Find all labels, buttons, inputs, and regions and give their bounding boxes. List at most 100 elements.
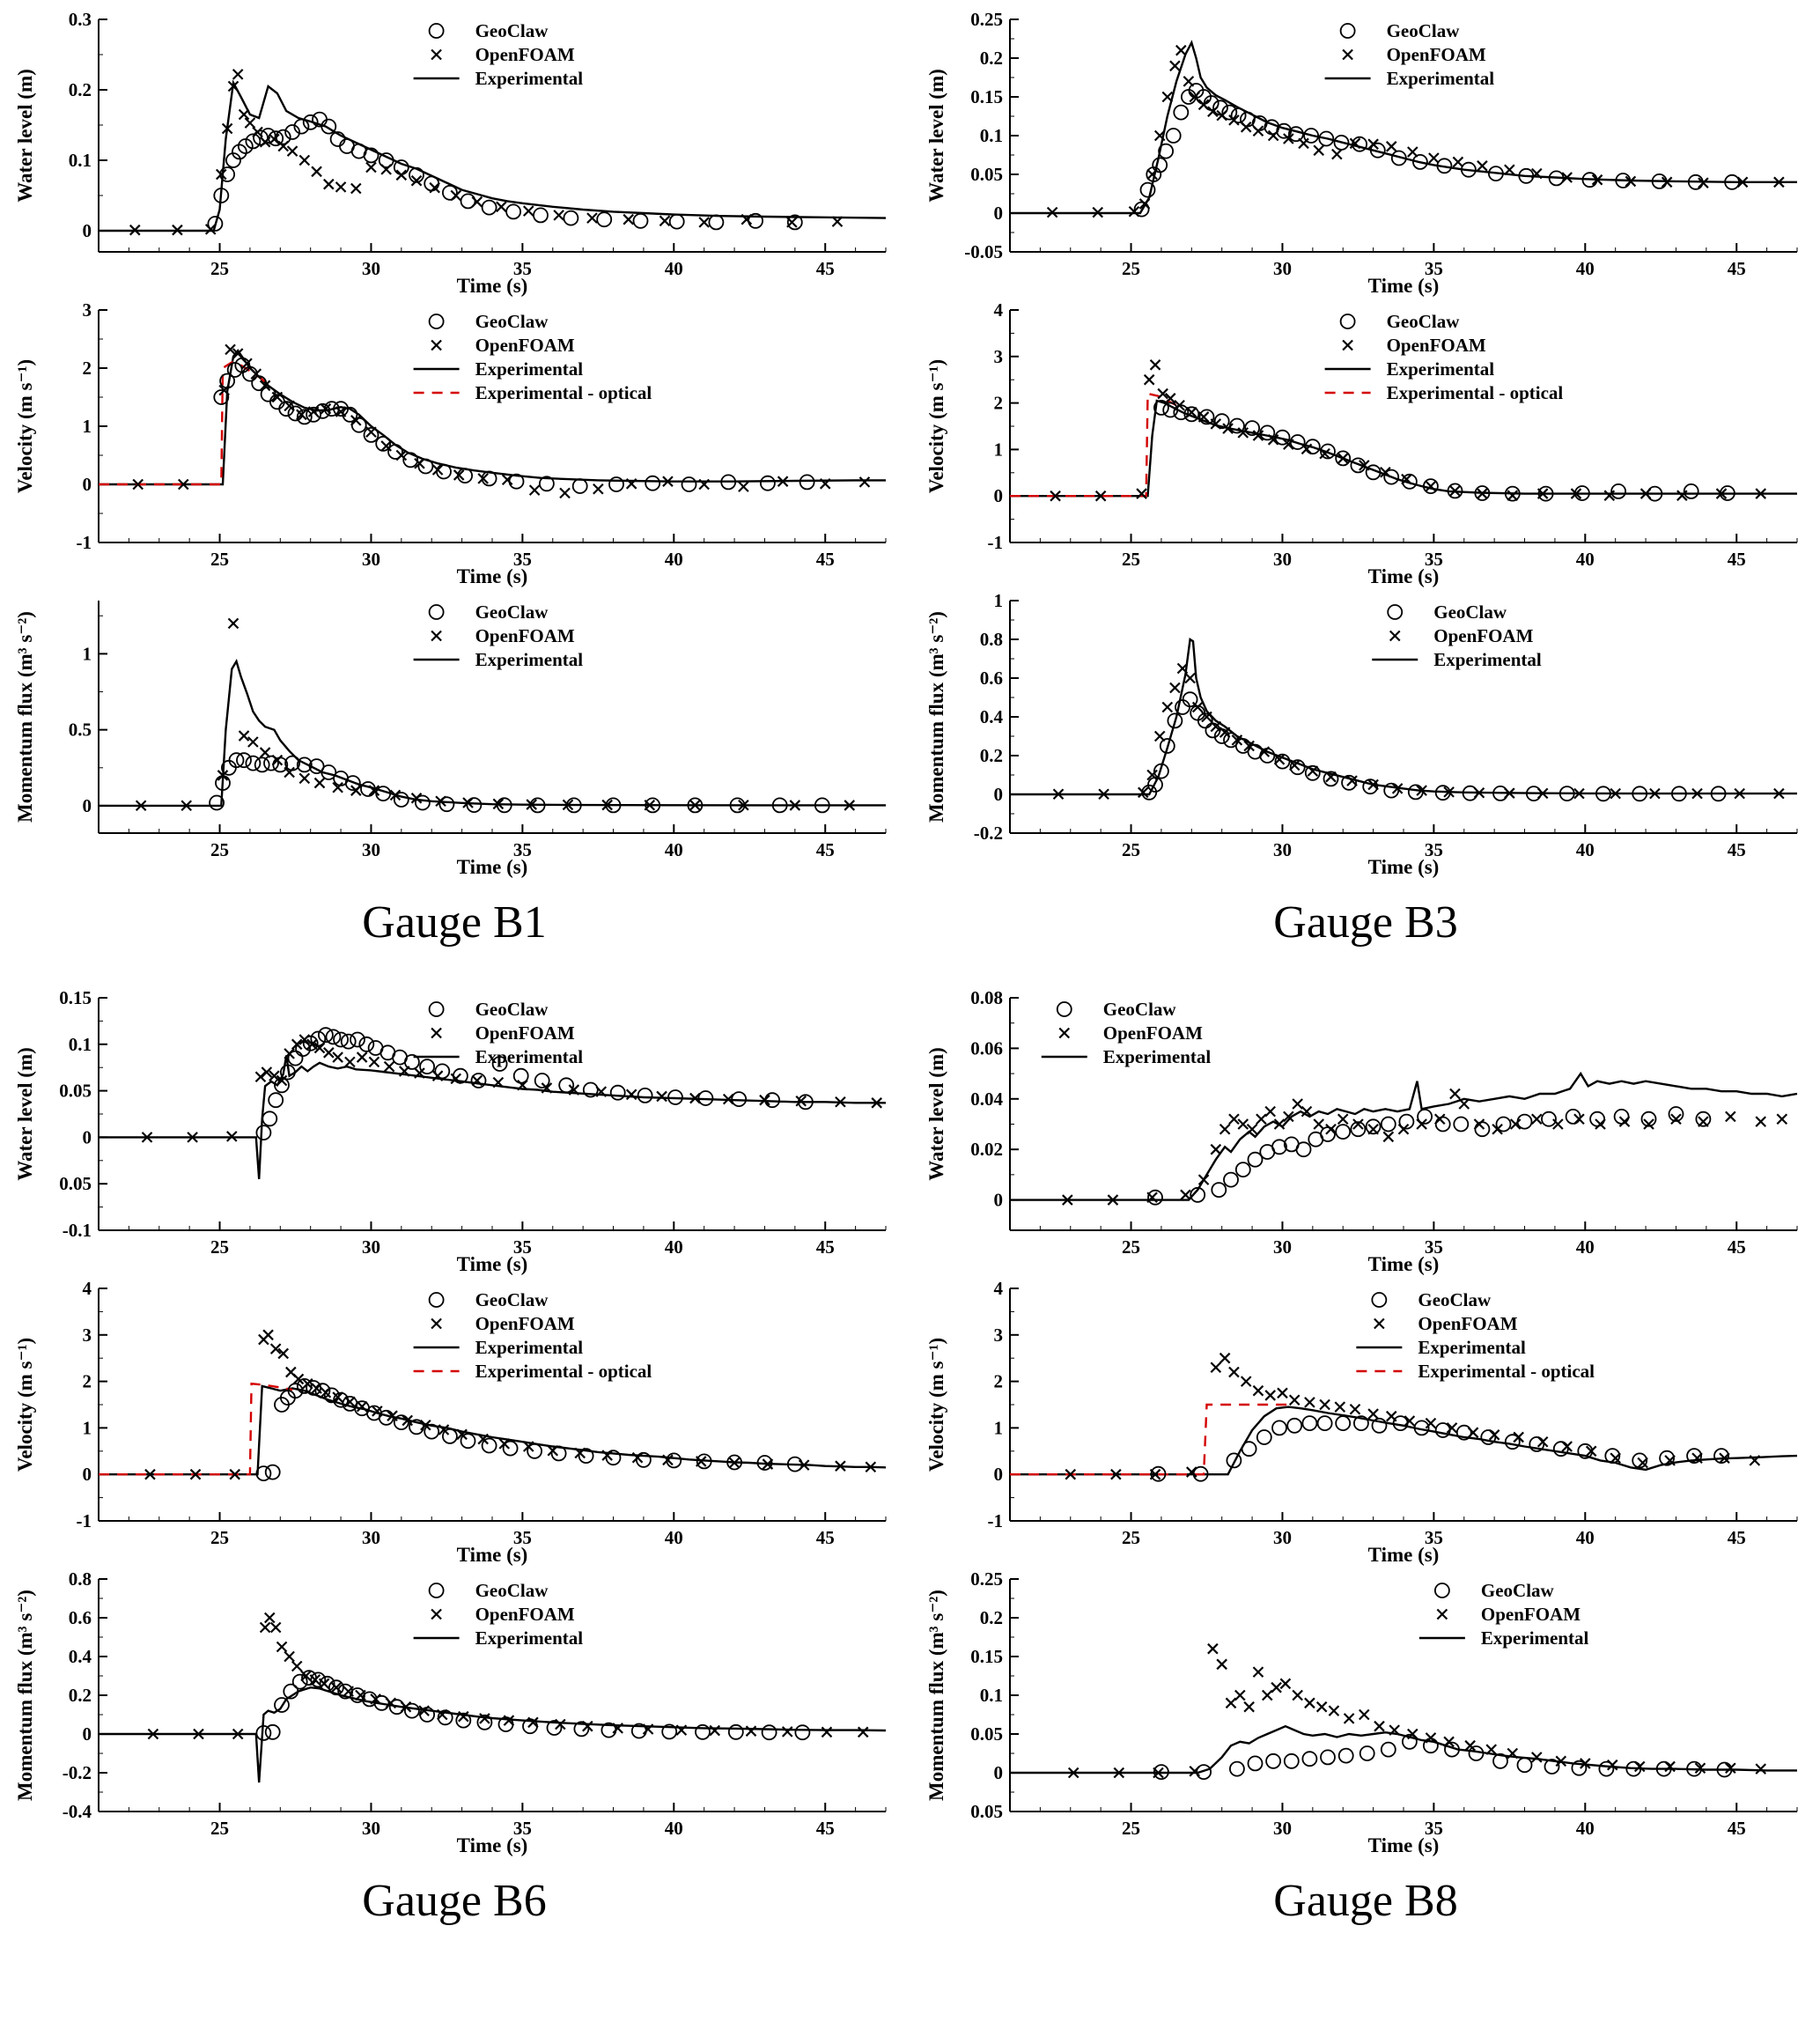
svg-text:25: 25 [1122, 839, 1140, 860]
svg-text:40: 40 [1576, 1527, 1595, 1548]
svg-text:Time (s): Time (s) [1368, 1834, 1440, 1856]
svg-text:1: 1 [994, 439, 1004, 460]
svg-text:30: 30 [362, 839, 380, 860]
svg-text:OpenFOAM: OpenFOAM [1387, 335, 1486, 356]
svg-text:30: 30 [1273, 1236, 1292, 1258]
gauge-b3-panel: 25 30 35 40 45 Time (s) -0.05 0 0.05 0.1 0.15 0.2 0.… [922, 9, 1809, 948]
svg-text:30: 30 [362, 549, 380, 570]
svg-text:OpenFOAM: OpenFOAM [1433, 625, 1533, 646]
svg-text:Momentum flux (m³ s⁻²): Momentum flux (m³ s⁻²) [925, 1590, 947, 1801]
chart-svg-b8-momentum-flux: 25 30 35 40 45 Time (s) 0.05 0 0.05 0.1 0.15 0.2 0.2… [925, 1568, 1798, 1856]
gauge-b3-caption: Gauge B3 [1273, 897, 1458, 948]
svg-text:40: 40 [1576, 839, 1595, 860]
svg-text:0.05: 0.05 [970, 1723, 1003, 1745]
svg-text:0.15: 0.15 [970, 1646, 1003, 1667]
svg-text:0.4: 0.4 [69, 1646, 92, 1667]
svg-text:Water level (m): Water level (m) [925, 1047, 947, 1181]
svg-text:GeoClaw: GeoClaw [475, 311, 549, 332]
svg-text:Water level (m): Water level (m) [925, 69, 947, 203]
svg-text:Experimental: Experimental [475, 1627, 584, 1649]
svg-text:-0.05: -0.05 [964, 241, 1003, 262]
chart-svg-b1-water-level: 25 30 35 40 45 Time (s) 0 0.1 0.2 0.3 Water level … [14, 9, 887, 297]
svg-text:40: 40 [665, 1527, 683, 1548]
svg-text:1: 1 [83, 416, 92, 437]
svg-text:Time (s): Time (s) [1368, 275, 1440, 297]
svg-text:Experimental: Experimental [475, 649, 584, 670]
svg-text:25: 25 [210, 258, 229, 279]
chart-svg-b1-velocity: 25 30 35 40 45 Time (s) -1 0 1 2 3 Velocity (m s⁻¹)… [14, 299, 887, 587]
svg-text:35: 35 [513, 839, 532, 860]
chart-svg-b6-water-level: 25 30 35 40 45 Time (s) -0.1 0.05 0 0.05 0.1 0.15 Wa… [14, 987, 887, 1275]
svg-text:-0.2: -0.2 [63, 1762, 92, 1783]
svg-text:Experimental: Experimental [475, 358, 584, 380]
svg-text:45: 45 [816, 549, 835, 570]
svg-text:0.08: 0.08 [970, 989, 1003, 1008]
svg-text:Experimental: Experimental [1418, 1337, 1526, 1358]
svg-text:35: 35 [513, 1818, 532, 1839]
svg-text:OpenFOAM: OpenFOAM [475, 1022, 575, 1044]
svg-text:25: 25 [210, 1236, 229, 1258]
svg-text:45: 45 [1728, 549, 1746, 570]
svg-text:40: 40 [1576, 1236, 1595, 1258]
svg-text:GeoClaw: GeoClaw [475, 20, 549, 41]
svg-text:40: 40 [665, 1818, 683, 1839]
svg-text:40: 40 [665, 839, 683, 860]
svg-text:2: 2 [994, 1371, 1004, 1392]
svg-text:Water level (m): Water level (m) [14, 69, 36, 203]
svg-text:30: 30 [362, 1236, 380, 1258]
svg-text:45: 45 [1728, 1527, 1746, 1548]
svg-text:1: 1 [83, 1417, 92, 1438]
svg-text:3: 3 [994, 346, 1004, 367]
svg-text:OpenFOAM: OpenFOAM [475, 335, 575, 356]
svg-text:GeoClaw: GeoClaw [1481, 1580, 1555, 1601]
svg-text:35: 35 [1425, 839, 1443, 860]
chart-b3-velocity: 25 30 35 40 45 Time (s) -1 0 1 2 3 4 Velocity (m s⁻¹… [922, 299, 1809, 592]
svg-text:Time (s): Time (s) [457, 1834, 528, 1856]
svg-text:OpenFOAM: OpenFOAM [1481, 1604, 1581, 1625]
svg-text:Velocity (m s⁻¹): Velocity (m s⁻¹) [925, 359, 947, 493]
chart-b8-water-level: 25 30 35 40 45 Time (s) 0 0.02 0.04 0.06 0.08 Water… [922, 987, 1809, 1280]
svg-text:3: 3 [83, 301, 92, 321]
svg-text:35: 35 [1425, 258, 1443, 279]
svg-text:Momentum flux (m³ s⁻²): Momentum flux (m³ s⁻²) [925, 611, 947, 823]
svg-text:Experimental: Experimental [1433, 649, 1542, 670]
svg-text:25: 25 [210, 839, 229, 860]
svg-text:0.2: 0.2 [69, 79, 92, 100]
svg-text:0: 0 [994, 1762, 1004, 1783]
svg-text:Experimental: Experimental [1387, 68, 1495, 89]
chart-svg-b3-momentum-flux: 25 30 35 40 45 Time (s) -0.2 0 0.2 0.4 0.6 0.8 1 Mome… [925, 590, 1798, 878]
svg-text:0.02: 0.02 [970, 1139, 1003, 1160]
svg-text:45: 45 [816, 1527, 835, 1548]
chart-b1-water-level: 25 30 35 40 45 Time (s) 0 0.1 0.2 0.3 Water level … [11, 9, 898, 301]
svg-text:0.4: 0.4 [980, 706, 1004, 727]
svg-text:-1: -1 [77, 532, 92, 553]
svg-text:25: 25 [210, 549, 229, 570]
svg-text:Momentum flux (m³ s⁻²): Momentum flux (m³ s⁻²) [14, 611, 36, 823]
svg-text:Velocity (m s⁻¹): Velocity (m s⁻¹) [14, 359, 36, 493]
svg-text:4: 4 [83, 1280, 92, 1299]
svg-text:35: 35 [513, 258, 532, 279]
svg-text:30: 30 [1273, 549, 1292, 570]
svg-text:30: 30 [362, 1527, 380, 1548]
svg-text:0.1: 0.1 [69, 1034, 92, 1055]
svg-text:0: 0 [83, 795, 92, 816]
svg-text:0: 0 [994, 1190, 1004, 1211]
svg-text:0: 0 [83, 474, 92, 495]
svg-text:40: 40 [1576, 258, 1595, 279]
svg-text:0: 0 [83, 220, 92, 241]
svg-text:35: 35 [1425, 1527, 1443, 1548]
svg-text:-1: -1 [988, 1510, 1004, 1531]
svg-text:GeoClaw: GeoClaw [475, 1580, 549, 1601]
svg-text:0.04: 0.04 [970, 1088, 1003, 1110]
svg-text:-0.4: -0.4 [63, 1801, 92, 1822]
svg-text:Time (s): Time (s) [457, 1544, 528, 1566]
svg-text:0: 0 [994, 784, 1004, 805]
svg-text:Momentum flux (m³ s⁻²): Momentum flux (m³ s⁻²) [14, 1590, 36, 1801]
svg-text:OpenFOAM: OpenFOAM [475, 1313, 575, 1334]
svg-text:0.1: 0.1 [69, 150, 92, 171]
chart-svg-b3-water-level: 25 30 35 40 45 Time (s) -0.05 0 0.05 0.1 0.15 0.2 0.… [925, 9, 1798, 297]
svg-text:0: 0 [83, 1126, 92, 1147]
svg-text:45: 45 [1728, 1818, 1746, 1839]
svg-text:0: 0 [994, 1464, 1004, 1485]
svg-text:OpenFOAM: OpenFOAM [1103, 1022, 1203, 1044]
